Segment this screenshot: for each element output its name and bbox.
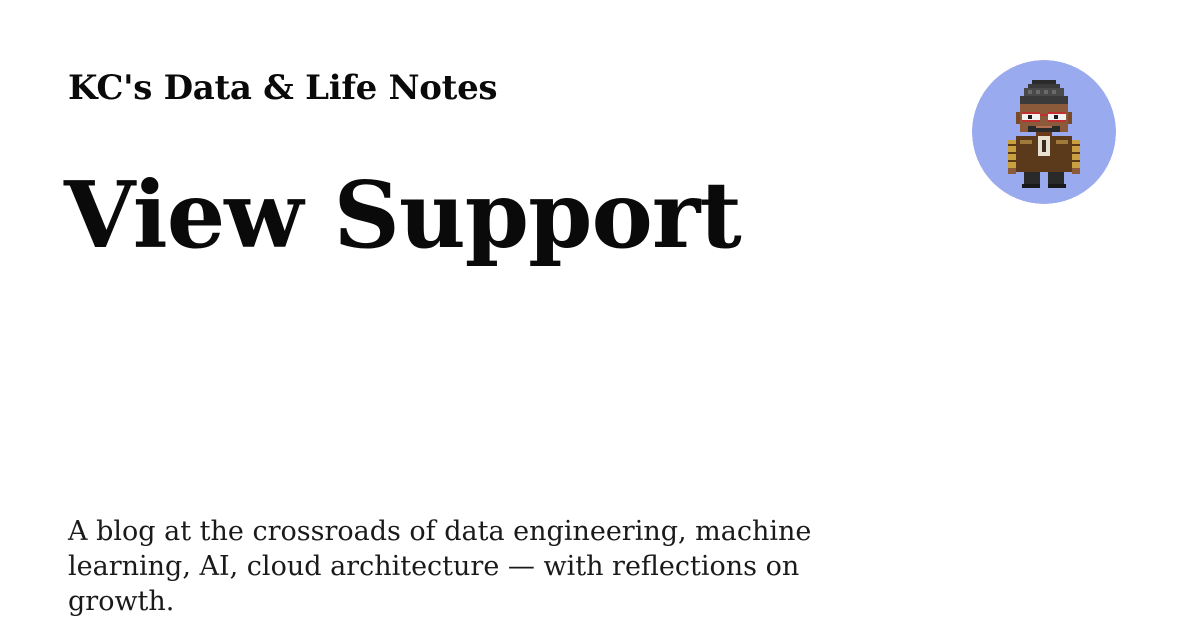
- site-description: A blog at the crossroads of data enginee…: [68, 516, 812, 617]
- avatar: [972, 60, 1116, 204]
- page-title: View Support: [64, 161, 742, 269]
- site-name: KC's Data & Life Notes: [68, 68, 498, 108]
- pixel-art-character-icon: [972, 60, 1116, 204]
